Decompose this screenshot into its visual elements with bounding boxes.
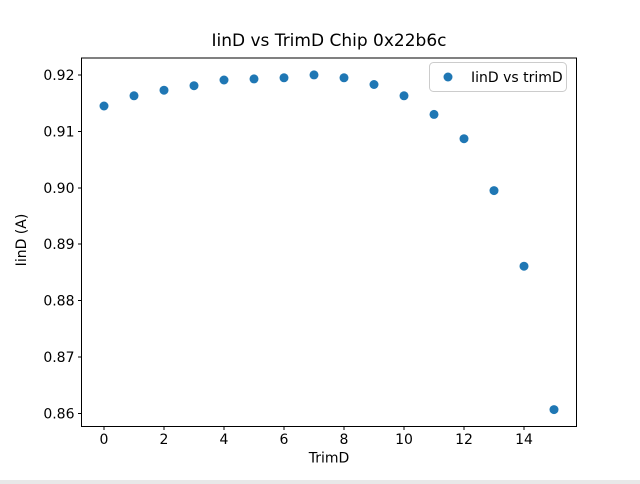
data-point — [339, 73, 349, 83]
x-tick-label: 6 — [280, 432, 289, 448]
data-point — [549, 405, 559, 415]
y-tick-label: 0.87 — [43, 350, 74, 366]
data-point — [129, 91, 139, 101]
y-tick-label: 0.92 — [43, 68, 74, 84]
data-point — [99, 101, 109, 111]
y-tick-label: 0.90 — [43, 181, 74, 197]
data-point — [189, 81, 199, 91]
y-tick-label: 0.86 — [43, 407, 74, 423]
x-tick-label: 8 — [340, 432, 349, 448]
data-point — [399, 91, 409, 101]
y-tick-label: 0.88 — [43, 294, 74, 310]
x-tick-label: 10 — [395, 432, 413, 448]
data-point — [309, 70, 319, 80]
x-tick-label: 14 — [515, 432, 533, 448]
chart-title: IinD vs TrimD Chip 0x22b6c — [211, 31, 446, 51]
data-point — [429, 109, 439, 119]
data-point — [249, 74, 259, 84]
x-tick-label: 2 — [160, 432, 169, 448]
legend-entry-label: IinD vs trimD — [471, 70, 563, 86]
x-axis-label: TrimD — [308, 451, 350, 467]
legend: IinD vs trimD — [429, 62, 567, 92]
data-point — [489, 186, 499, 196]
data-point — [159, 85, 169, 95]
legend-marker-icon — [443, 72, 453, 82]
scatter-series — [99, 70, 559, 415]
y-tick-label: 0.91 — [43, 124, 74, 140]
x-tick-label: 12 — [455, 432, 473, 448]
x-axis: 0 2 4 6 8 10 12 14 — [100, 426, 533, 448]
plot-area-border — [81, 57, 577, 427]
data-point — [369, 80, 379, 89]
data-point — [219, 75, 229, 85]
data-point — [459, 134, 469, 144]
y-tick-label: 0.89 — [43, 237, 74, 253]
data-point — [519, 261, 529, 271]
x-tick-label: 0 — [100, 432, 109, 448]
data-point — [279, 73, 289, 83]
y-axis-label: IinD (A) — [14, 214, 30, 267]
legend-frame — [429, 62, 567, 92]
x-tick-label: 4 — [220, 432, 229, 448]
y-axis: 0.86 0.87 0.88 0.89 0.90 0.91 0.92 — [43, 68, 82, 423]
